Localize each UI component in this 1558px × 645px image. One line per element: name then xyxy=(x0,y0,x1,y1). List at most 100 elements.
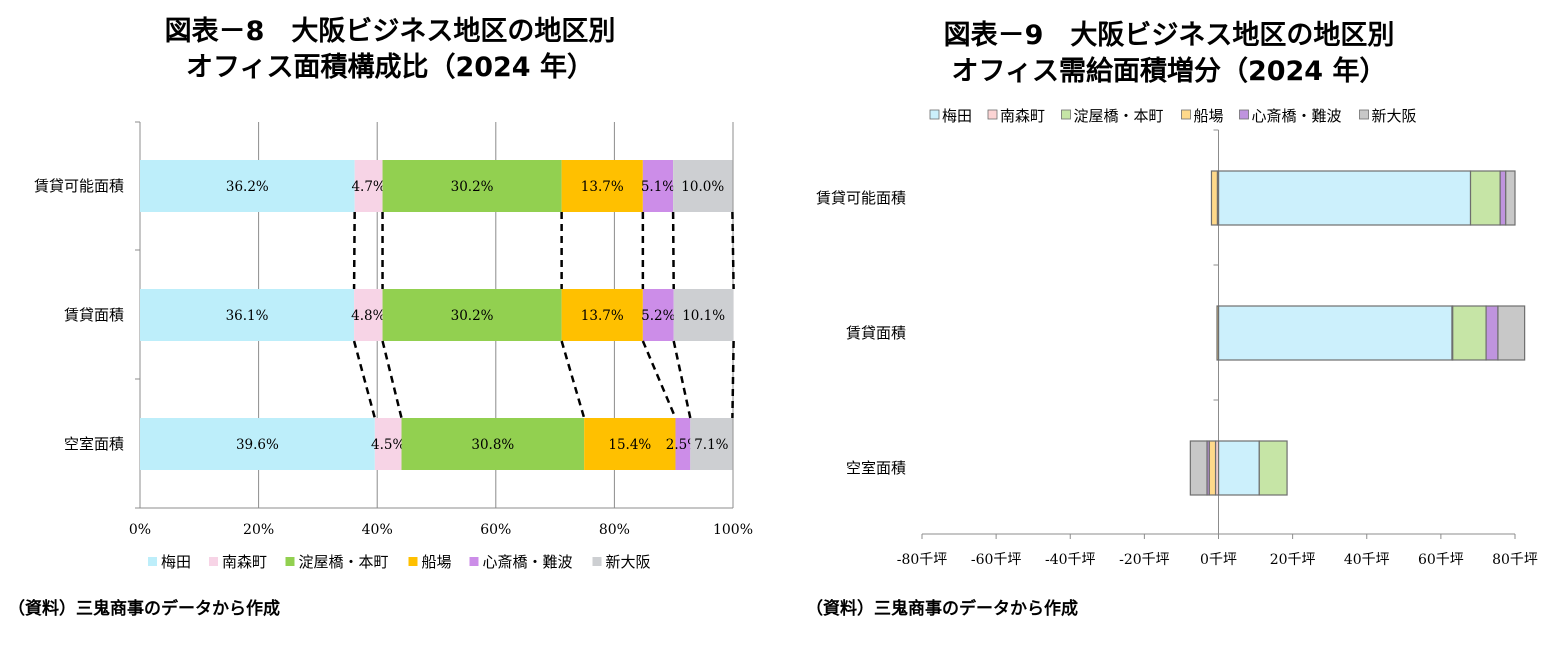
chart9-bar-segment xyxy=(1217,440,1260,496)
chart8-legend-label: 心斎橋・難波 xyxy=(483,553,573,571)
chart9-x-tick-label: -20千坪 xyxy=(1119,552,1170,568)
chart8-x-tick-label: 80% xyxy=(599,522,630,538)
chart9-legend-label: 船場 xyxy=(1194,107,1224,125)
chart9-bar-segment xyxy=(1485,305,1499,361)
chart8-legend-label: 梅田 xyxy=(161,553,191,571)
chart8-data-label: 5.2% xyxy=(641,308,675,324)
chart8-data-label: 30.8% xyxy=(471,437,514,453)
chart8-x-tick-label: 100% xyxy=(713,522,753,538)
chart9-legend-label: 淀屋橋・本町 xyxy=(1074,107,1164,125)
chart9-bar-segment xyxy=(1499,170,1507,226)
chart8-category-label: 賃貸面積 xyxy=(64,306,124,324)
chart8-bar-segment xyxy=(642,160,674,212)
chart8-bar-segment xyxy=(140,289,355,341)
chart8-x-tick-label: 0% xyxy=(129,522,151,538)
chart8-title-line1: 図表－8 大阪ビジネス地区の地区別 xyxy=(164,16,616,47)
chart9-x-tick-label: -60千坪 xyxy=(971,552,1022,568)
chart8-legend-label: 船場 xyxy=(422,553,452,571)
chart8-data-label: 10.1% xyxy=(682,308,725,324)
chart8-data-label: 15.4% xyxy=(608,437,651,453)
chart8-connector-line xyxy=(560,340,586,419)
chart8-legend-swatch xyxy=(148,557,157,566)
chart9-legend-swatch xyxy=(1181,109,1191,120)
chart9-legend-label: 新大阪 xyxy=(1372,107,1417,125)
chart8-x-tick-label: 60% xyxy=(480,522,511,538)
chart8-legend-swatch xyxy=(209,557,218,566)
chart9-legend-swatch xyxy=(1359,109,1369,120)
chart9-title-line2: オフィス需給面積増分（2024 年） xyxy=(951,56,1387,87)
chart8-connector-line xyxy=(731,340,735,419)
chart9-legend-label: 梅田 xyxy=(942,107,972,125)
chart9-x-tick-label: 40千坪 xyxy=(1344,552,1390,568)
chart8-bar-segment xyxy=(642,289,674,341)
chart8-legend-swatch xyxy=(469,557,479,566)
chart8-bar-segment xyxy=(690,418,733,470)
chart8-data-label: 13.7% xyxy=(581,179,624,195)
chart9-x-tick-label: -40千坪 xyxy=(1045,552,1096,568)
chart9-x-tick-label: 60千坪 xyxy=(1418,552,1464,568)
chart8-data-label: 10.0% xyxy=(681,179,724,195)
chart8-legend-swatch xyxy=(408,557,418,566)
chart9-bar-segment xyxy=(1217,305,1453,361)
chart8-x-tick-label: 20% xyxy=(243,522,274,538)
chart8-title-line2: オフィス面積構成比（2024 年） xyxy=(185,52,594,83)
chart8-bar-segment xyxy=(374,418,402,470)
chart8-data-label: 36.2% xyxy=(226,179,269,195)
chart8-data-label: 30.2% xyxy=(451,179,494,195)
chart9-legend-swatch xyxy=(929,109,940,120)
chart9-bar-segment xyxy=(1505,170,1516,226)
chart8-bar-segment xyxy=(673,160,733,212)
chart8-x-tick-label: 40% xyxy=(362,522,393,538)
chart8-data-label: 5.1% xyxy=(641,179,675,195)
chart9-bar-segment xyxy=(1452,305,1487,361)
chart8-connector-line xyxy=(671,211,675,290)
chart8-legend-swatch xyxy=(592,557,602,566)
chart8-category-label: 空室面積 xyxy=(64,435,124,453)
chart8-bar-segment xyxy=(675,418,691,470)
chart8-connector-line xyxy=(381,340,403,419)
chart8-bar-segment xyxy=(140,418,375,470)
chart8-connector-line xyxy=(352,340,377,419)
chart9-x-tick-label: 80千坪 xyxy=(1492,552,1538,568)
chart8-source: （資料）三鬼商事のデータから作成 xyxy=(8,599,280,619)
chart8-data-label: 30.2% xyxy=(451,308,494,324)
chart9-title-line1: 図表－9 大阪ビジネス地区の地区別 xyxy=(943,20,1395,51)
chart9-legend-label: 心斎橋・難波 xyxy=(1252,107,1342,125)
chart8-bar-segment xyxy=(354,289,383,341)
chart9-bar-segment xyxy=(1217,170,1472,226)
chart8-legend-label: 淀屋橋・本町 xyxy=(299,553,389,571)
chart8-bar-segment xyxy=(584,418,676,470)
chart9-legend-swatch xyxy=(987,109,998,120)
chart8-bar-segment xyxy=(401,418,585,470)
chart9-bar-segment xyxy=(1497,305,1526,361)
chart8-data-label: 4.5% xyxy=(371,437,405,453)
chart9-legend-swatch xyxy=(1239,109,1249,120)
chart8-bar-segment xyxy=(354,160,383,212)
chart9-bar-segment xyxy=(1189,440,1208,496)
chart9-x-tick-label: 0千坪 xyxy=(1200,552,1237,568)
chart9-category-label: 賃貸面積 xyxy=(846,324,906,342)
chart9-bar-segment xyxy=(1469,170,1501,226)
chart8-legend-label: 南森町 xyxy=(222,553,267,571)
chart8-connector-line xyxy=(731,211,735,290)
chart8-bar-segment xyxy=(382,289,562,341)
chart8-data-label: 4.8% xyxy=(351,308,385,324)
chart8-connector-line xyxy=(641,340,677,419)
chart9-legend-swatch xyxy=(1061,109,1071,120)
chart8-data-label: 39.6% xyxy=(236,437,279,453)
chart8-data-label: 7.1% xyxy=(694,437,728,453)
chart8-bar-segment xyxy=(673,289,734,341)
chart8-svg: 0% 20% 40% 60% 80% 100% 36.2% 4.7% 30.2% 13.7% 5.1… xyxy=(34,121,753,571)
chart9-title: 図表－9 大阪ビジネス地区の地区別 オフィス需給面積増分（2024 年） xyxy=(780,18,1558,90)
chart8-data-label: 4.7% xyxy=(351,179,385,195)
chart9-category-label: 賃貸可能面積 xyxy=(816,189,906,207)
chart8-category-label: 賃貸可能面積 xyxy=(34,177,124,195)
chart8-connector-line xyxy=(352,211,356,290)
chart9-source: （資料）三鬼商事のデータから作成 xyxy=(806,599,1078,619)
chart8-bar-segment xyxy=(382,160,562,212)
chart9-legend-label: 南森町 xyxy=(1000,107,1045,125)
chart9-bar-segment xyxy=(1216,305,1220,361)
chart8-title: 図表－8 大阪ビジネス地区の地区別 オフィス面積構成比（2024 年） xyxy=(0,14,780,86)
chart8-bar-segment xyxy=(561,289,643,341)
